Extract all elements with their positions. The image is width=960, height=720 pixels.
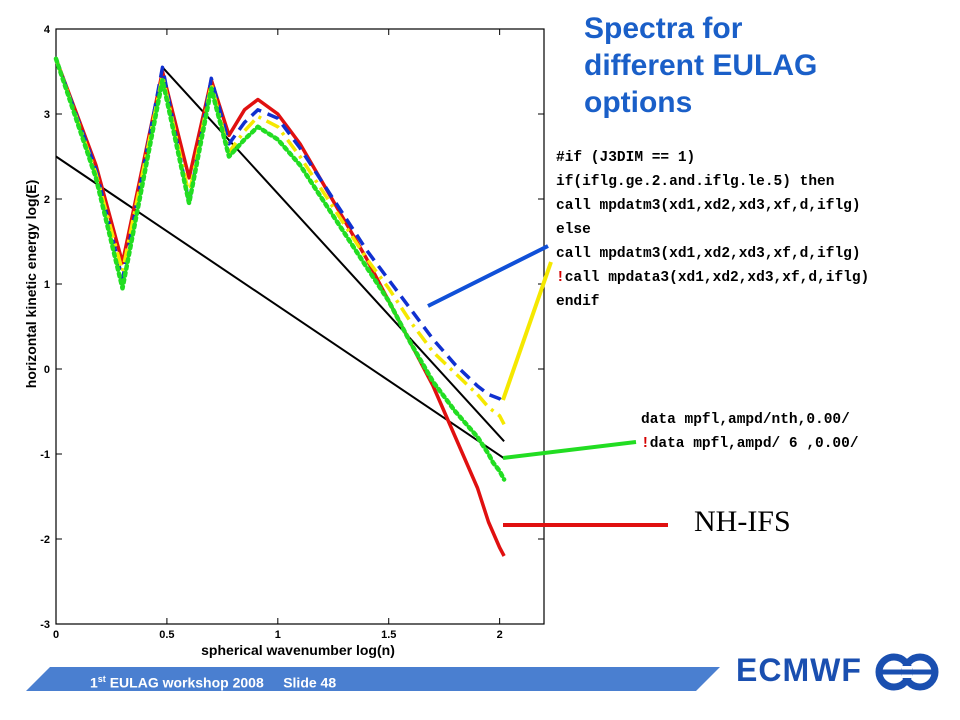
- code-line: #if (J3DIM == 1): [556, 146, 869, 170]
- ecmwf-logo-icon: [875, 653, 939, 691]
- yellow-leader-line: [501, 261, 553, 401]
- comment-marker: !: [641, 436, 650, 452]
- code-line: else: [556, 218, 869, 242]
- code-text: data mpfl,ampd/ 6 ,0.00/: [649, 436, 859, 452]
- nh-ifs-label: NH-IFS: [694, 505, 791, 538]
- reference-slope-line: [161, 66, 505, 442]
- footer-workshop: EULAG workshop 2008: [105, 674, 264, 691]
- code-text: else: [556, 222, 591, 238]
- blue-leader-line: [427, 244, 549, 308]
- code-line: endif: [556, 290, 869, 314]
- footer-sup: st: [97, 674, 106, 684]
- plot-frame: [55, 28, 545, 625]
- x-tick-label: 0: [53, 629, 59, 641]
- code-text: call mpdatm3(xd1,xd2,xd3,xf,d,iflg): [556, 246, 861, 262]
- footer-text: 1st EULAG workshop 2008 Slide 48: [90, 669, 336, 693]
- spectrum-line-dotted: [53, 56, 507, 482]
- y-tick-label: 1: [44, 279, 50, 291]
- code-text: call mpdatm3(xd1,xd2,xd3,xf,d,iflg): [556, 198, 861, 214]
- y-tick-label: -2: [40, 534, 50, 546]
- code-text: endif: [556, 294, 600, 310]
- code-line: !data mpfl,ampd/ 6 ,0.00/: [641, 432, 859, 456]
- y-tick-label: -1: [40, 449, 50, 461]
- code-block-mpdata: #if (J3DIM == 1) if(iflg.ge.2.and.iflg.le…: [556, 146, 869, 314]
- footer-number: 1: [90, 674, 98, 691]
- reference-slope-line: [55, 155, 505, 460]
- x-tick-label: 2: [497, 629, 503, 641]
- y-axis-label: horizontal kinetic energy log(E): [23, 180, 39, 388]
- comment-marker: !: [556, 270, 565, 286]
- x-tick-label: 1: [275, 629, 281, 641]
- slide-title: Spectra for different EULAG options: [584, 10, 884, 121]
- y-tick-label: -3: [40, 619, 50, 631]
- code-line: call mpdatm3(xd1,xd2,xd3,xf,d,iflg): [556, 194, 869, 218]
- spectrum-line-dashed: [54, 58, 506, 405]
- code-block-mpfl: data mpfl,ampd/nth,0.00/!data mpfl,ampd/…: [641, 408, 859, 456]
- green-leader-line: [502, 440, 637, 460]
- spectrum-line-dashdot: [54, 58, 506, 426]
- code-text: if(iflg.ge.2.and.iflg.le.5) then: [556, 174, 835, 190]
- y-tick-label: 3: [44, 109, 50, 121]
- code-line: !call mpdata3(xd1,xd2,xd3,xf,d,iflg): [556, 266, 869, 290]
- code-text: data mpfl,ampd/nth,0.00/: [641, 412, 850, 428]
- title-line: different EULAG: [584, 49, 818, 82]
- code-text: #if (J3DIM == 1): [556, 150, 696, 166]
- code-line: call mpdatm3(xd1,xd2,xd3,xf,d,iflg): [556, 242, 869, 266]
- y-tick-label: 0: [44, 364, 50, 376]
- code-line: if(iflg.ge.2.and.iflg.le.5) then: [556, 170, 869, 194]
- footer-slide-number: Slide 48: [283, 674, 337, 691]
- code-line: data mpfl,ampd/nth,0.00/: [641, 408, 859, 432]
- x-axis-label: spherical wavenumber log(n): [201, 642, 395, 658]
- y-tick-label: 2: [44, 194, 50, 206]
- title-line: Spectra for: [584, 12, 743, 45]
- y-tick-label: 4: [44, 24, 51, 36]
- x-tick-label: 1.5: [381, 629, 396, 641]
- code-text: call mpdata3(xd1,xd2,xd3,xf,d,iflg): [564, 270, 870, 286]
- title-line: options: [584, 86, 693, 119]
- x-tick-label: 0.5: [159, 629, 174, 641]
- footer-bar: [26, 667, 720, 691]
- ecmwf-brand: ECMWF: [736, 652, 862, 688]
